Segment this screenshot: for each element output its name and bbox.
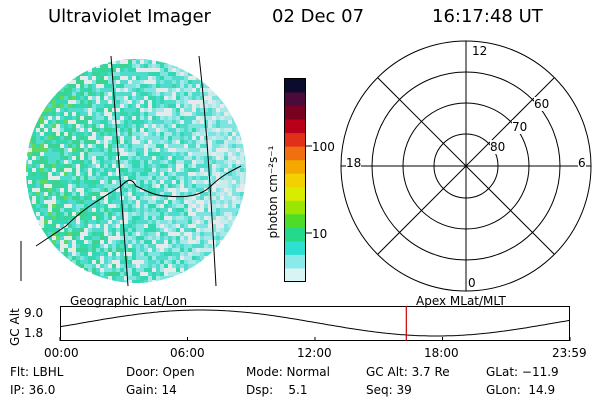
status-gain: Gain: 14 <box>126 383 177 397</box>
polar-label-80: 80 <box>490 140 506 154</box>
timeline-xtick-0000: 00:00 <box>44 346 79 360</box>
observation-date: 02 Dec 07 <box>272 6 365 27</box>
polar-label-6: 6 <box>578 156 586 170</box>
status-dsp: Dsp: 5.1 <box>246 383 308 397</box>
status-glat: GLat: −11.9 <box>486 365 559 379</box>
polar-label-12: 12 <box>472 44 488 58</box>
disk-overlay-lines <box>20 55 242 287</box>
status-door: Door: Open <box>126 365 195 379</box>
colorbar-unit-label: photon cm⁻²s⁻¹ <box>266 145 280 239</box>
timeline-xtick-1800: 18:00 <box>424 346 459 360</box>
timeline-left-label: Geographic Lat/Lon <box>70 294 188 308</box>
uv-image-disk <box>20 55 246 287</box>
colorbar-scale <box>284 78 312 283</box>
status-filter: Flt: LBHL <box>10 365 64 379</box>
status-glon: GLon: 14.9 <box>486 383 556 397</box>
timeline-xtick-2359: 23:59 <box>552 346 587 360</box>
status-gc-altitude: GC Alt: 3.7 Re <box>366 365 450 379</box>
polar-mlt-plot <box>340 40 592 292</box>
timeline-xtick-1200: 12:00 <box>297 346 332 360</box>
polar-label-70: 70 <box>512 120 528 134</box>
timeline-xtick-0600: 06:00 <box>170 346 205 360</box>
timeline-right-label: Apex MLat/MLT <box>416 294 506 308</box>
colorbar-tick-100: 100 <box>312 140 335 154</box>
timeline-axis-title: GC Alt <box>8 308 22 346</box>
status-ip: IP: 36.0 <box>10 383 56 397</box>
observation-time: 16:17:48 UT <box>432 6 543 27</box>
polar-label-18: 18 <box>346 156 362 170</box>
polar-label-60: 60 <box>534 97 550 111</box>
polar-label-0: 0 <box>468 276 476 290</box>
colorbar-tick-10: 10 <box>312 227 328 241</box>
altitude-timeline <box>59 306 571 341</box>
timeline-ytick-9: 9.0 <box>24 306 44 320</box>
instrument-title: Ultraviolet Imager <box>48 6 211 27</box>
status-mode: Mode: Normal <box>246 365 330 379</box>
timeline-ytick-1-8: 1.8 <box>24 326 44 340</box>
status-sequence: Seq: 39 <box>366 383 412 397</box>
